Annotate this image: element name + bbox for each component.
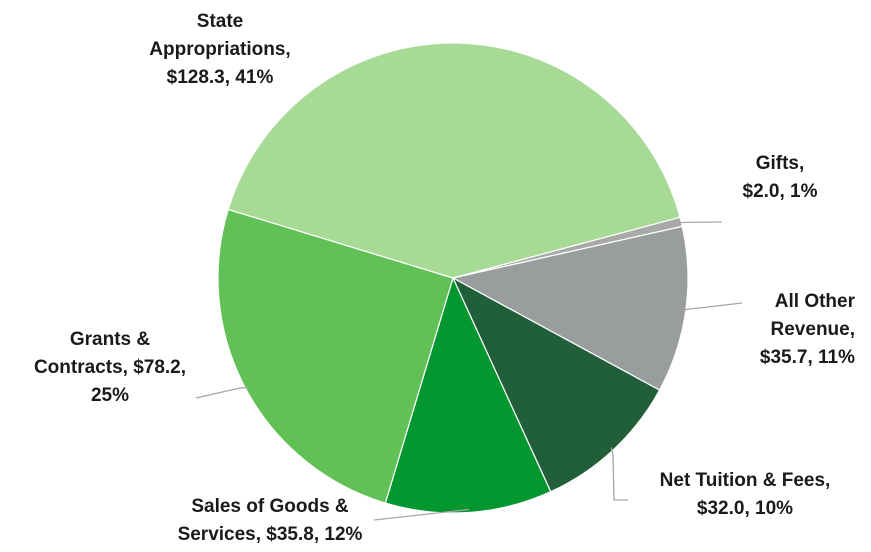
label-line: Contracts, $78.2, <box>33 357 187 378</box>
leader-line-net-tuition-fees <box>610 447 628 501</box>
pie-slice-all-other-revenue <box>451 225 689 391</box>
label-net-tuition-fees: Net Tuition & Fees, $32.0, 10% <box>625 467 865 523</box>
label-line: State <box>196 11 244 32</box>
label-line: Revenue, <box>770 319 855 340</box>
leader-line-grants-contracts <box>195 386 249 399</box>
label-line: 25% <box>90 385 130 406</box>
leader-lines <box>195 221 743 521</box>
label-line: $2.0, 1% <box>742 181 818 202</box>
label-state-appropriations: State Appropriations, $128.3, 41% <box>130 8 310 92</box>
leader-line-sales-of-goods-services <box>373 508 469 521</box>
label-line: $35.7, 11% <box>759 347 855 368</box>
leader-line-all-other-revenue <box>682 302 743 311</box>
pie-slice-sales-of-goods-services <box>384 276 552 514</box>
label-line: Grants & <box>69 329 151 350</box>
label-sales-of-goods-services: Sales of Goods & Services, $35.8, 12% <box>150 493 390 549</box>
label-line: Gifts, <box>755 153 805 174</box>
pie-slices <box>217 42 689 514</box>
leader-line-gifts <box>678 221 723 224</box>
pie-slice-net-tuition-fees <box>451 276 661 493</box>
label-gifts: Gifts, $2.0, 1% <box>710 150 850 206</box>
label-line: All Other <box>774 291 855 312</box>
label-line: Net Tuition & Fees, <box>659 470 831 491</box>
label-all-other-revenue: All Other Revenue, $35.7, 11% <box>690 288 855 372</box>
label-grants-contracts: Grants & Contracts, $78.2, 25% <box>5 326 215 410</box>
label-line: $128.3, 41% <box>166 67 274 88</box>
label-line: $32.0, 10% <box>696 498 794 519</box>
label-line: Appropriations, <box>149 39 291 60</box>
label-line: Services, $35.8, 12% <box>177 524 363 545</box>
pie-slice-grants-contracts <box>217 208 454 504</box>
label-line: Sales of Goods & <box>191 496 349 517</box>
pie-slice-state-appropriations <box>227 42 681 279</box>
